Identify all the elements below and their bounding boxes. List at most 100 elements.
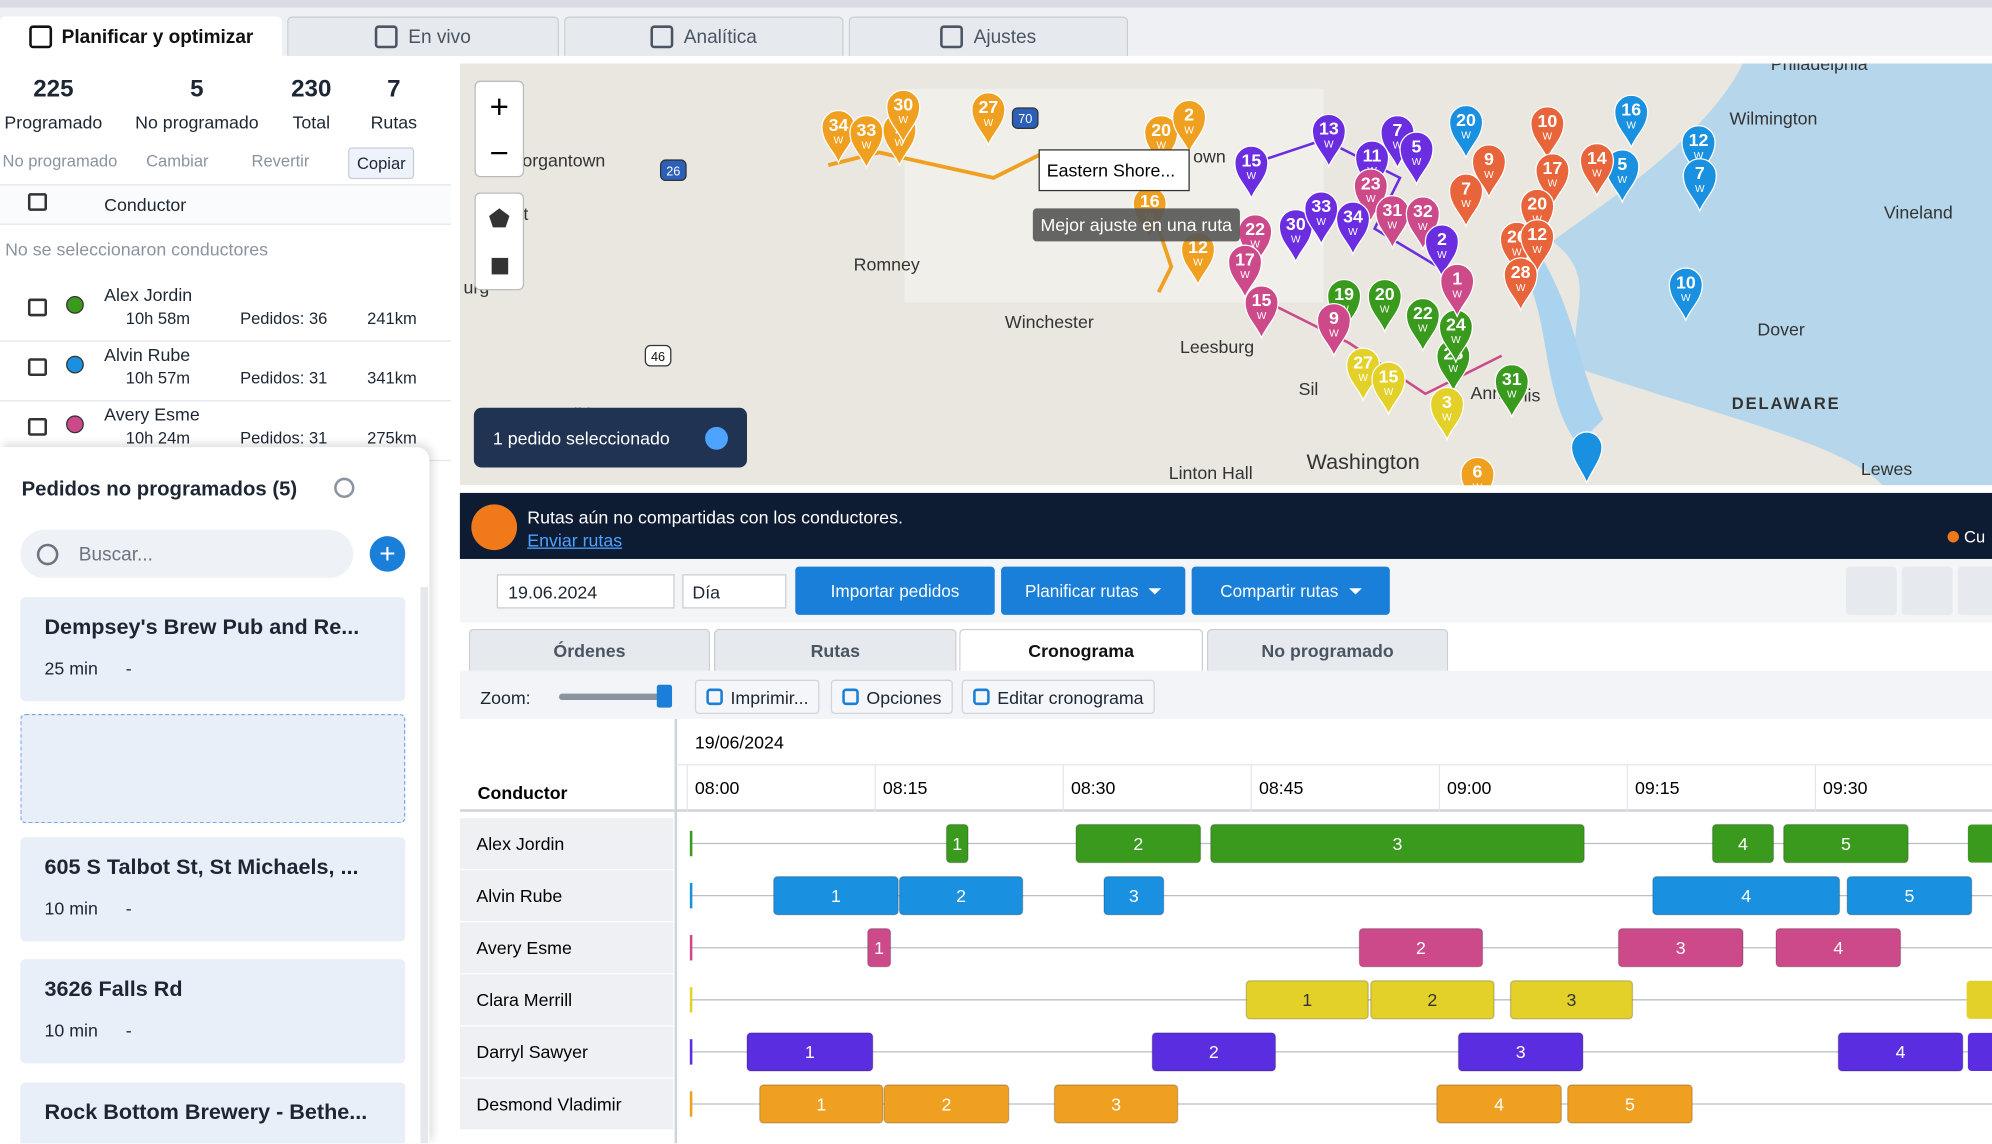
tab[interactable]: Ajustes (848, 16, 1129, 56)
map-pin[interactable] (1227, 244, 1263, 299)
map-pin[interactable] (1316, 302, 1352, 358)
map-pin[interactable] (1448, 104, 1484, 160)
zoom-in[interactable]: + (490, 88, 509, 125)
map-pin[interactable] (886, 89, 921, 144)
map-pin[interactable] (971, 92, 1006, 147)
schedule-block[interactable] (1509, 980, 1634, 1020)
tab[interactable]: Planificar y optimizar (0, 16, 283, 56)
map-pin[interactable] (1354, 140, 1390, 195)
toolbar-button[interactable]: No programado (3, 151, 118, 170)
schedule-block[interactable] (945, 823, 969, 864)
schedule-block[interactable] (1053, 1084, 1179, 1124)
schedule-block[interactable] (1567, 1084, 1693, 1124)
map-pin[interactable] (1371, 361, 1406, 416)
schedule-button[interactable]: Opciones (830, 679, 954, 714)
schedule-block[interactable] (1967, 1032, 1992, 1071)
map-pin[interactable] (1335, 201, 1371, 256)
order-card[interactable]: Rock Bottom Brewery - Bethe... (20, 1082, 406, 1144)
order-card[interactable]: 605 S Talbot St, St Michaels, ... 10 min - (20, 837, 406, 942)
order-card[interactable]: Dempsey's Brew Pub and Re... 25 min - (20, 597, 406, 702)
map-pin[interactable] (1311, 113, 1346, 169)
zoom-out[interactable]: − (490, 134, 509, 171)
schedule-block[interactable] (1151, 1032, 1277, 1072)
map-pin[interactable] (1144, 114, 1179, 170)
schedule-block[interactable] (1370, 980, 1495, 1020)
map-pin[interactable] (1405, 297, 1441, 353)
map-pin[interactable] (849, 114, 884, 170)
lock-button[interactable] (1901, 566, 1953, 615)
action-button[interactable]: Planificar rutas (1001, 566, 1186, 615)
schedule-block[interactable] (1075, 823, 1202, 864)
order-card[interactable]: 3626 Falls Rd 10 min - (20, 959, 406, 1064)
search-box[interactable]: Buscar... (20, 529, 354, 579)
tab[interactable]: En vivo (287, 16, 559, 56)
schedule-block[interactable] (1436, 1084, 1562, 1124)
polygon-tool[interactable] (489, 208, 510, 228)
date-input[interactable]: 19.06.2024 (496, 574, 675, 609)
map-pin[interactable] (1448, 173, 1484, 228)
map-pin[interactable] (1460, 456, 1495, 486)
schedule-block[interactable] (867, 928, 892, 968)
map-pin[interactable] (1520, 219, 1555, 274)
schedule-block[interactable] (1210, 823, 1585, 864)
tab[interactable]: Analítica (564, 16, 844, 56)
lock-icon[interactable] (27, 417, 48, 436)
map-pin[interactable] (1494, 363, 1529, 419)
map-pin[interactable] (1520, 188, 1555, 244)
view-tab[interactable]: No programado (1206, 628, 1449, 671)
map-pin[interactable] (1503, 257, 1538, 312)
map-pin[interactable] (1668, 267, 1703, 322)
schedule-block[interactable] (1245, 980, 1369, 1020)
schedule-block[interactable] (1358, 928, 1484, 968)
schedule-block[interactable] (1775, 928, 1902, 968)
schedule-block[interactable] (1652, 875, 1841, 916)
lock-icon[interactable] (27, 298, 48, 317)
map-pin[interactable] (1234, 145, 1269, 200)
map-pin[interactable] (1171, 99, 1207, 155)
map-pin[interactable] (1440, 263, 1475, 319)
selected-pin[interactable] (1570, 431, 1603, 485)
schedule-block[interactable] (1457, 1032, 1584, 1072)
add-button[interactable]: + (369, 536, 406, 572)
map-pin[interactable] (1278, 208, 1313, 264)
map-pin[interactable] (1244, 285, 1279, 340)
schedule-block[interactable] (1783, 823, 1909, 864)
map-pin[interactable] (1375, 195, 1410, 250)
schedule-block[interactable] (1967, 824, 1992, 863)
banner-link[interactable]: Enviar rutas (527, 529, 623, 551)
toolbar-button[interactable]: Copiar (348, 147, 415, 180)
schedule-block[interactable] (1966, 980, 1992, 1019)
schedule-block[interactable] (1837, 1032, 1964, 1072)
zoom-handle[interactable] (656, 684, 673, 708)
map-pin[interactable] (1579, 142, 1615, 198)
toolbar-button[interactable]: Revertir (252, 151, 310, 170)
driver-row[interactable]: Alex Jordin 10h 58m Pedidos: 36 241km (0, 282, 451, 342)
period-select[interactable]: Día (682, 574, 787, 609)
rectangle-tool[interactable] (491, 257, 509, 275)
map-pin[interactable] (1429, 386, 1465, 442)
map-pin[interactable] (1530, 106, 1565, 161)
schedule-block[interactable] (1711, 823, 1775, 864)
refresh-button[interactable] (1845, 566, 1897, 615)
schedule-block[interactable] (1846, 875, 1973, 916)
schedule-block[interactable] (773, 875, 899, 916)
schedule-block[interactable] (746, 1032, 874, 1072)
more-button[interactable] (1957, 566, 1992, 615)
settings-icon[interactable] (334, 477, 355, 499)
view-tab[interactable]: Órdenes (468, 628, 711, 671)
lock-icon[interactable] (27, 358, 48, 377)
map-pin[interactable] (1367, 278, 1402, 334)
zoom-slider[interactable] (558, 693, 671, 700)
schedule-block[interactable] (759, 1084, 884, 1124)
action-button[interactable]: Importar pedidos (795, 566, 995, 615)
driver-row[interactable]: Alvin Rube 10h 57m Pedidos: 31 341km (0, 342, 451, 402)
schedule-block[interactable] (1103, 875, 1165, 916)
schedule-button[interactable]: Editar cronograma (961, 679, 1156, 714)
clear-selection[interactable] (705, 426, 728, 450)
map[interactable]: Philadelphia Wilmington Vineland Dover DELAW… (459, 63, 1992, 486)
zoom-control[interactable] (474, 80, 525, 178)
map-pin[interactable] (1399, 131, 1434, 186)
map-pin[interactable] (1471, 144, 1507, 199)
action-button[interactable]: Compartir rutas (1191, 566, 1390, 615)
view-tab[interactable]: Cronograma (959, 628, 1204, 671)
